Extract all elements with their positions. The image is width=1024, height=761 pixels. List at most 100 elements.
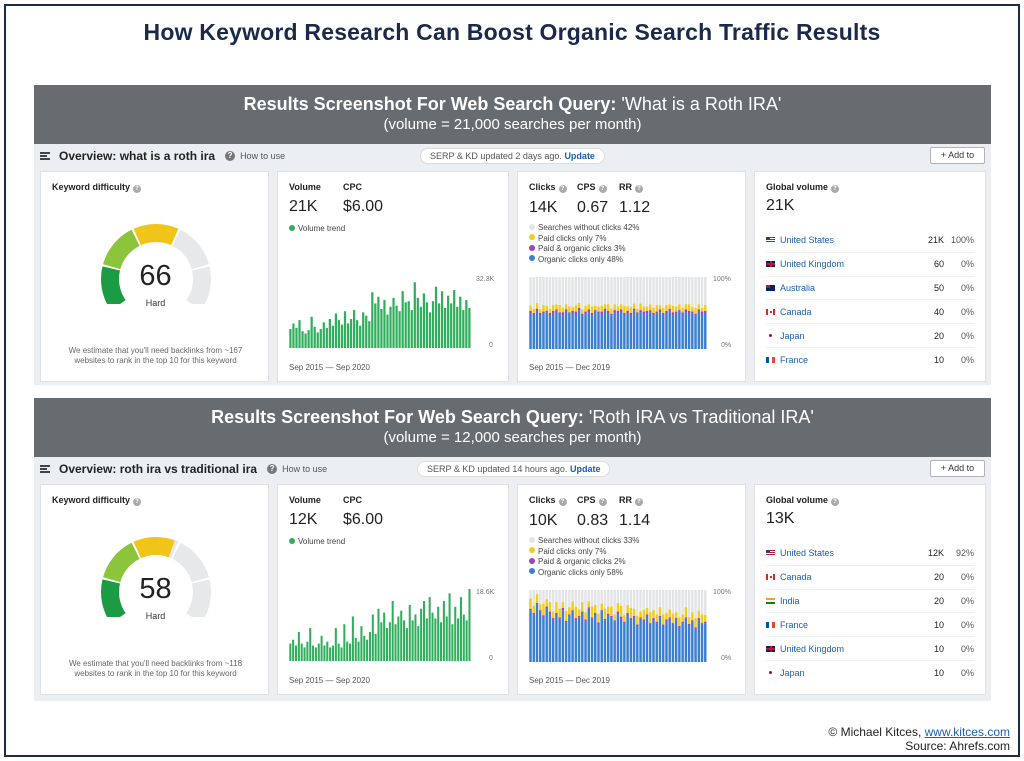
clicks-bar-paid — [704, 615, 707, 622]
clicks-bar-paid — [600, 305, 603, 312]
clicks-bar-organic — [668, 618, 671, 662]
clicks-chart — [529, 277, 707, 349]
help-icon[interactable]: ? — [635, 498, 643, 506]
clicks-bar-paid-organic — [600, 610, 603, 612]
help-icon[interactable]: ? — [267, 464, 278, 474]
help-icon[interactable]: ? — [635, 185, 643, 193]
country-name-link[interactable]: India — [780, 595, 800, 606]
clicks-bar-paid-organic — [603, 308, 607, 311]
clicks-bar-paid — [535, 594, 539, 603]
legend-organic: Organic clicks only 58% — [538, 567, 623, 577]
country-percent: 0% — [960, 330, 974, 341]
country-name-link[interactable]: United States — [780, 548, 835, 559]
help-icon[interactable]: ? — [598, 498, 607, 506]
clicks-bar-paid-organic — [551, 618, 555, 621]
volume-bar — [428, 597, 431, 661]
clicks-bar-paid — [574, 305, 578, 312]
country-name-link[interactable]: Australia — [780, 282, 816, 293]
clicks-bar-paid — [704, 305, 707, 311]
clicks-bar-paid — [577, 302, 581, 308]
help-icon[interactable]: ? — [558, 498, 567, 506]
clicks-bar-paid-organic — [629, 618, 633, 621]
clicks-bar-organic — [590, 618, 594, 662]
clicks-bar-paid — [551, 305, 555, 311]
purple-dot-icon — [529, 244, 535, 251]
country-name-link[interactable]: Japan — [780, 667, 805, 678]
volume-trend-label: Volume trend — [298, 224, 346, 233]
clicks-bar-organic — [561, 610, 565, 662]
clicks-bar-paid — [571, 601, 574, 611]
clicks-bar-organic — [558, 314, 561, 349]
volume-bar — [331, 325, 334, 348]
menu-icon[interactable] — [40, 152, 50, 160]
clicks-bar-paid — [639, 303, 642, 311]
help-icon[interactable]: ? — [831, 498, 840, 506]
clicks-bar-paid-organic — [587, 309, 590, 313]
clicks-bar-paid — [532, 308, 535, 313]
help-icon[interactable]: ? — [133, 498, 142, 506]
update-link[interactable]: Update — [564, 151, 595, 161]
country-name-link[interactable]: France — [780, 619, 809, 630]
help-icon[interactable]: ? — [133, 185, 142, 193]
clicks-bar-paid-organic — [532, 313, 535, 315]
help-icon[interactable]: ? — [225, 151, 236, 161]
clicks-axis-min: 0% — [721, 342, 732, 349]
clicks-bar-paid — [542, 305, 545, 312]
menu-icon[interactable] — [40, 465, 50, 473]
volume-bar — [434, 618, 437, 661]
kitces-link[interactable]: www.kitces.com — [924, 725, 1010, 739]
how-to-use-link[interactable]: How to use — [282, 464, 328, 474]
help-icon[interactable]: ? — [558, 185, 567, 193]
volume-trend-chart — [289, 589, 471, 661]
clicks-bar-paid — [678, 304, 681, 311]
clicks-bar-organic — [616, 313, 620, 349]
global-volume-label: Global volume — [766, 182, 829, 192]
add-to-button[interactable]: + Add to — [930, 460, 985, 477]
clicks-bar-organic — [548, 613, 552, 662]
clicks-bar-paid — [558, 305, 561, 313]
help-icon[interactable]: ? — [598, 185, 607, 193]
update-link[interactable]: Update — [569, 464, 601, 474]
volume-bar — [354, 637, 357, 661]
country-name-link[interactable]: United Kingdom — [780, 643, 845, 654]
country-volume: 10 — [933, 643, 944, 654]
volume-bar — [343, 311, 347, 348]
clicks-bar-organic — [687, 313, 691, 349]
cpc-metric: CPC $6.00 — [343, 495, 383, 529]
clicks-bar-paid-organic — [610, 615, 613, 618]
clicks-bar-organic — [571, 611, 574, 662]
how-to-use-link[interactable]: How to use — [240, 151, 286, 161]
clicks-bar-paid-organic — [610, 313, 613, 316]
volume-bar — [340, 324, 344, 348]
volume-bar — [349, 319, 353, 348]
clicks-label: Clicks — [529, 495, 556, 505]
legend-paid-organic: Paid & organic clicks 3% — [538, 244, 626, 253]
clicks-bar-paid-organic — [564, 309, 568, 312]
country-name-link[interactable]: France — [780, 354, 809, 365]
page-title: How Keyword Research Can Boost Organic S… — [143, 19, 881, 45]
clicks-bar-paid — [691, 612, 694, 621]
help-icon[interactable]: ? — [831, 185, 840, 193]
country-row: United States 12K 92% — [766, 542, 974, 566]
country-name-link[interactable]: Canada — [780, 572, 812, 583]
country-name-link[interactable]: Japan — [780, 330, 805, 341]
add-to-button[interactable]: + Add to — [930, 147, 985, 164]
clicks-bar-paid — [674, 306, 678, 312]
clicks-bar-organic — [581, 613, 584, 662]
clicks-bar-paid-organic — [661, 313, 665, 315]
country-name-link[interactable]: United States — [780, 235, 835, 246]
clicks-chart — [529, 590, 707, 662]
country-name-link[interactable]: Canada — [780, 306, 812, 317]
clicks-bar-organic — [610, 315, 613, 349]
gauge-segment — [168, 540, 179, 559]
global-volume-card: Global volume? 21K United States 21K 100% U… — [754, 171, 986, 382]
volume-bar — [306, 641, 309, 661]
country-volume: 20 — [933, 330, 944, 341]
volume-bar — [465, 300, 468, 348]
clicks-legend: Searches without clicks 33% Paid clicks … — [529, 536, 639, 578]
country-percent: 0% — [960, 595, 974, 606]
country-percent: 0% — [960, 619, 974, 630]
clicks-bar-paid-organic — [564, 620, 568, 623]
clicks-bar-organic — [590, 315, 594, 349]
country-name-link[interactable]: United Kingdom — [780, 259, 845, 270]
